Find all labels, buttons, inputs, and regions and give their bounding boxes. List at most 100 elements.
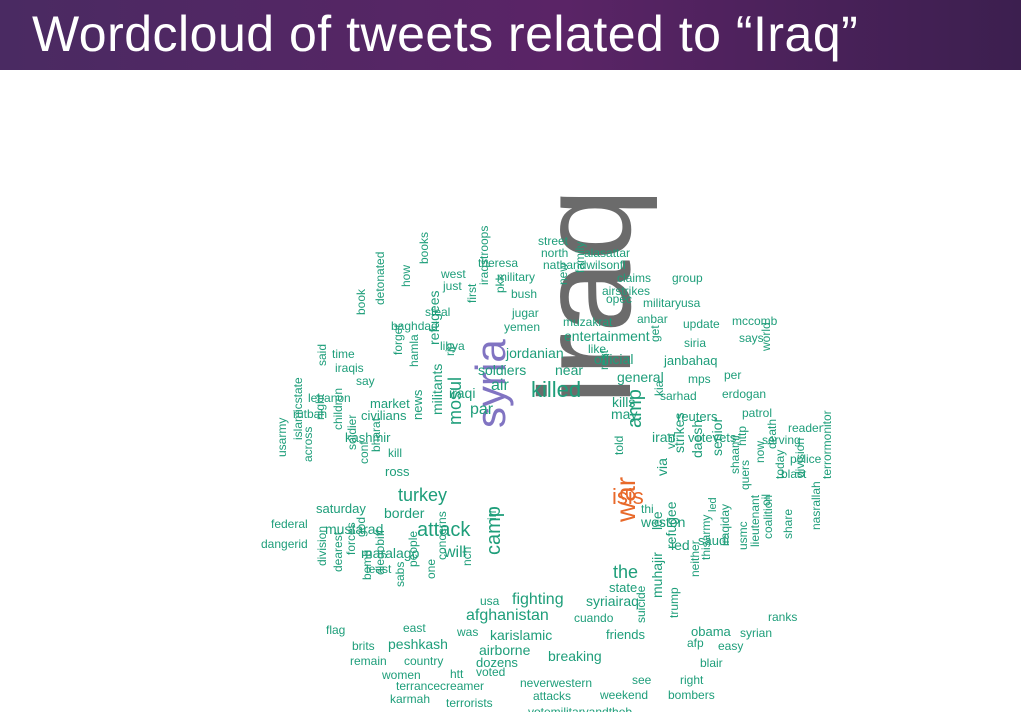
cloud-word: maralago [361, 545, 420, 561]
cloud-word: htt [450, 667, 464, 681]
cloud-word: forget [391, 324, 405, 355]
cloud-word: jordanian [506, 345, 564, 361]
cloud-word: north [541, 246, 569, 260]
cloud-word: reuters [677, 409, 718, 424]
cloud-word: bharat [369, 417, 383, 452]
cloud-word: fighting [512, 591, 564, 608]
cloud-word: per [724, 368, 742, 382]
cloud-word: reader [788, 421, 823, 435]
cloud-word: militaryusa [643, 296, 701, 310]
cloud-word: dozens [476, 655, 518, 670]
cloud-word: mustarad [325, 521, 384, 537]
cloud-word: market [370, 396, 410, 411]
cloud-word: how [399, 264, 413, 287]
cloud-word: patrol [742, 406, 773, 420]
cloud-word: brits [352, 639, 375, 653]
cloud-word: breaking [548, 648, 602, 664]
cloud-word: federal [271, 517, 308, 531]
cloud-word: nasrallah [809, 481, 823, 530]
cloud-word: east [403, 621, 426, 635]
cloud-word: steal [425, 305, 451, 319]
cloud-word: friends [606, 627, 646, 642]
cloud-word: http [735, 425, 749, 446]
cloud-word: books [417, 231, 431, 264]
cloud-word: pkk [493, 274, 507, 293]
cloud-word: least [366, 562, 392, 576]
cloud-word: iraqi [449, 385, 476, 401]
cloud-word: share [781, 508, 795, 539]
cloud-word: kia [652, 380, 666, 396]
cloud-word: siria [684, 336, 707, 350]
cloud-word: blair [700, 656, 723, 670]
cloud-word: syriairaq [586, 593, 639, 609]
cloud-word: blast [781, 467, 807, 481]
cloud-word: opec [606, 292, 633, 306]
cloud-word: say [356, 374, 375, 388]
title-banner: Wordcloud of tweets related to “Iraq” [0, 0, 1021, 70]
cloud-word: kill [388, 446, 402, 460]
cloud-word: book [354, 288, 368, 315]
cloud-word: attacks [533, 689, 572, 703]
cloud-word: vet [664, 432, 678, 449]
cloud-word: death [765, 418, 779, 449]
cloud-word: muzakrat [563, 315, 613, 329]
cloud-word: ranks [768, 610, 798, 624]
cloud-word: karmah [390, 692, 431, 706]
cloud-word: alasattar [584, 246, 631, 260]
cloud-word: right [680, 673, 704, 687]
cloud-word: just [443, 279, 462, 293]
cloud-word: weston [641, 514, 686, 530]
cloud-word: state [609, 580, 638, 595]
cloud-word: serving [762, 433, 801, 447]
cloud-word: sabs [393, 561, 407, 587]
cloud-word: children [331, 387, 345, 430]
cloud-word: lebanon [308, 391, 351, 405]
cloud-word: remain [350, 654, 387, 668]
cloud-word: west [441, 267, 466, 281]
cloud-word: thisarmy [699, 514, 713, 560]
cloud-word: votevets [688, 430, 737, 445]
cloud-word: afp [687, 636, 704, 650]
cloud-word: quers [738, 459, 752, 490]
cloud-word: time [332, 347, 355, 361]
cloud-word: yemen [504, 320, 541, 334]
cloud-word: trump [667, 587, 681, 618]
cloud-word: votemilitaryandtheb [528, 705, 633, 712]
cloud-word: general [617, 369, 664, 385]
cloud-word: bombers [668, 688, 715, 702]
cloud-word: neverwestern [520, 676, 593, 690]
cloud-word: obama [691, 624, 731, 639]
cloud-word: usa [480, 594, 500, 608]
cloud-word: airborne [479, 642, 531, 658]
cloud-word: air [491, 377, 509, 394]
cloud-word: get [648, 325, 662, 342]
cloud-word: says [739, 331, 764, 345]
cloud-word: terrorists [446, 696, 493, 710]
cloud-word: street [538, 234, 569, 248]
cloud-word: janbahaq [664, 353, 718, 368]
cloud-word: kashmir [345, 430, 391, 445]
cloud-word: near [555, 362, 584, 378]
cloud-word: first [465, 283, 479, 303]
cloud-word: claims [617, 271, 652, 285]
cloud-word: attack [417, 519, 471, 541]
cloud-word: mccomb [732, 314, 778, 328]
cloud-word: bush [511, 287, 538, 301]
cloud-word: will [444, 544, 467, 561]
cloud-word: weekend [600, 688, 649, 702]
cloud-word: killed [531, 377, 582, 402]
cloud-word: world [759, 322, 773, 351]
cloud-word: syrian [740, 626, 773, 640]
cloud-word: turkey [398, 485, 448, 505]
cloud-word: ied [671, 537, 690, 553]
cloud-word: detonated [373, 251, 387, 305]
cloud-word: country [404, 654, 444, 668]
cloud-word: said [315, 343, 329, 366]
cloud-word: baghdad [391, 319, 438, 333]
cloud-word: peshkash [388, 636, 448, 652]
cloud-word: the [613, 562, 639, 582]
cloud-word: military [497, 270, 535, 284]
cloud-word: war [610, 476, 641, 522]
page-title: Wordcloud of tweets related to “Iraq” [32, 6, 859, 62]
